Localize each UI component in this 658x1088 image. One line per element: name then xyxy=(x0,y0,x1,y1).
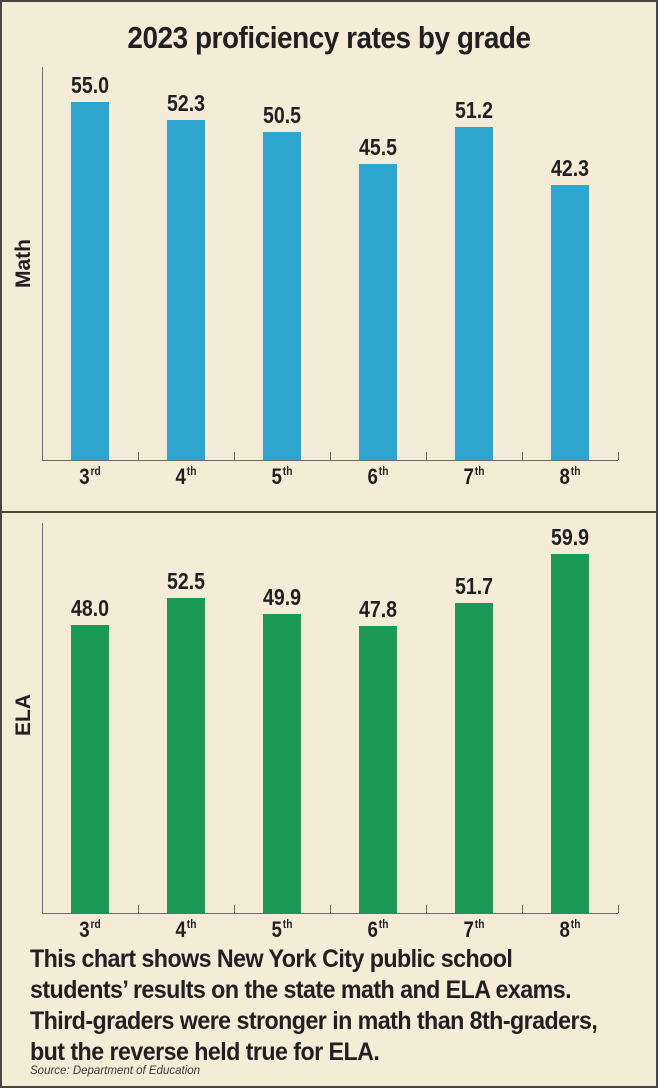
grade-number: 7 xyxy=(463,917,474,942)
bar-grade-8 xyxy=(551,554,589,913)
data-label: 50.5 xyxy=(262,102,302,128)
grade-number: 7 xyxy=(463,464,474,489)
x-axis-tick xyxy=(618,905,619,913)
grade-number: 6 xyxy=(367,917,378,942)
bar-grade-7 xyxy=(455,603,493,913)
grade-suffix: th xyxy=(186,464,197,478)
bar-grade-4 xyxy=(167,598,205,913)
x-axis-line xyxy=(42,913,618,914)
bar-grade-5 xyxy=(263,132,301,460)
x-axis-tick xyxy=(42,452,43,460)
y-axis-line xyxy=(42,67,43,460)
x-axis-tick xyxy=(234,905,235,913)
x-axis-tick xyxy=(234,452,235,460)
data-label: 55.0 xyxy=(70,72,110,98)
grade-suffix: th xyxy=(186,917,197,931)
y-axis-label: ELA xyxy=(12,694,35,736)
data-label: 51.2 xyxy=(454,97,494,123)
grade-suffix: th xyxy=(282,917,293,931)
grade-number: 3 xyxy=(79,917,90,942)
grade-suffix: rd xyxy=(90,917,101,931)
data-label: 51.7 xyxy=(454,573,494,599)
category-label-grade-4: 4th xyxy=(152,917,220,943)
category-label-grade-7: 7th xyxy=(440,464,508,490)
chart-title: 2023 proficiency rates by grade xyxy=(127,20,531,55)
bar-grade-3 xyxy=(71,625,109,913)
x-axis-line xyxy=(42,460,618,461)
x-axis-tick xyxy=(330,905,331,913)
panel-divider xyxy=(2,511,656,513)
data-label: 47.8 xyxy=(358,596,398,622)
bar-grade-6 xyxy=(359,626,397,913)
x-axis-tick xyxy=(522,905,523,913)
category-label-grade-5: 5th xyxy=(248,464,316,490)
category-label-grade-3: 3rd xyxy=(56,464,124,490)
grade-number: 5 xyxy=(271,917,282,942)
data-label: 59.9 xyxy=(550,524,590,550)
data-label: 48.0 xyxy=(70,595,110,621)
grade-number: 5 xyxy=(271,464,282,489)
grade-suffix: th xyxy=(474,464,485,478)
category-label-grade-3: 3rd xyxy=(56,917,124,943)
x-axis-tick xyxy=(618,452,619,460)
grade-number: 8 xyxy=(559,464,570,489)
x-axis-tick xyxy=(426,452,427,460)
grade-suffix: th xyxy=(570,464,581,478)
grade-number: 4 xyxy=(175,917,186,942)
bar-grade-3 xyxy=(71,102,109,460)
category-label-grade-6: 6th xyxy=(344,917,412,943)
y-axis-line xyxy=(42,523,43,913)
grade-suffix: rd xyxy=(90,464,101,478)
bar-grade-5 xyxy=(263,614,301,913)
grade-suffix: th xyxy=(378,464,389,478)
category-label-grade-5: 5th xyxy=(248,917,316,943)
grade-number: 3 xyxy=(79,464,90,489)
grade-number: 6 xyxy=(367,464,378,489)
data-label: 42.3 xyxy=(550,155,590,181)
data-label: 45.5 xyxy=(358,134,398,160)
category-label-grade-7: 7th xyxy=(440,917,508,943)
x-axis-tick xyxy=(522,452,523,460)
grade-number: 4 xyxy=(175,464,186,489)
x-axis-tick xyxy=(138,905,139,913)
data-label: 49.9 xyxy=(262,584,302,610)
x-axis-tick xyxy=(330,452,331,460)
x-axis-tick xyxy=(426,905,427,913)
y-axis-label: Math xyxy=(12,238,35,288)
source-note: Source: Department of Education xyxy=(30,1065,201,1077)
grade-suffix: th xyxy=(378,917,389,931)
category-label-grade-4: 4th xyxy=(152,464,220,490)
category-label-grade-6: 6th xyxy=(344,464,412,490)
bar-grade-4 xyxy=(167,120,205,460)
grade-suffix: th xyxy=(282,464,293,478)
bar-grade-7 xyxy=(455,127,493,460)
bar-grade-6 xyxy=(359,164,397,460)
grade-suffix: th xyxy=(474,917,485,931)
category-label-grade-8: 8th xyxy=(536,917,604,943)
x-axis-tick xyxy=(42,905,43,913)
data-label: 52.5 xyxy=(166,568,206,594)
chart-caption: This chart shows New York City public sc… xyxy=(30,945,598,1066)
grade-number: 8 xyxy=(559,917,570,942)
data-label: 52.3 xyxy=(166,90,206,116)
x-axis-tick xyxy=(138,452,139,460)
bar-grade-8 xyxy=(551,185,589,460)
grade-suffix: th xyxy=(570,917,581,931)
category-label-grade-8: 8th xyxy=(536,464,604,490)
